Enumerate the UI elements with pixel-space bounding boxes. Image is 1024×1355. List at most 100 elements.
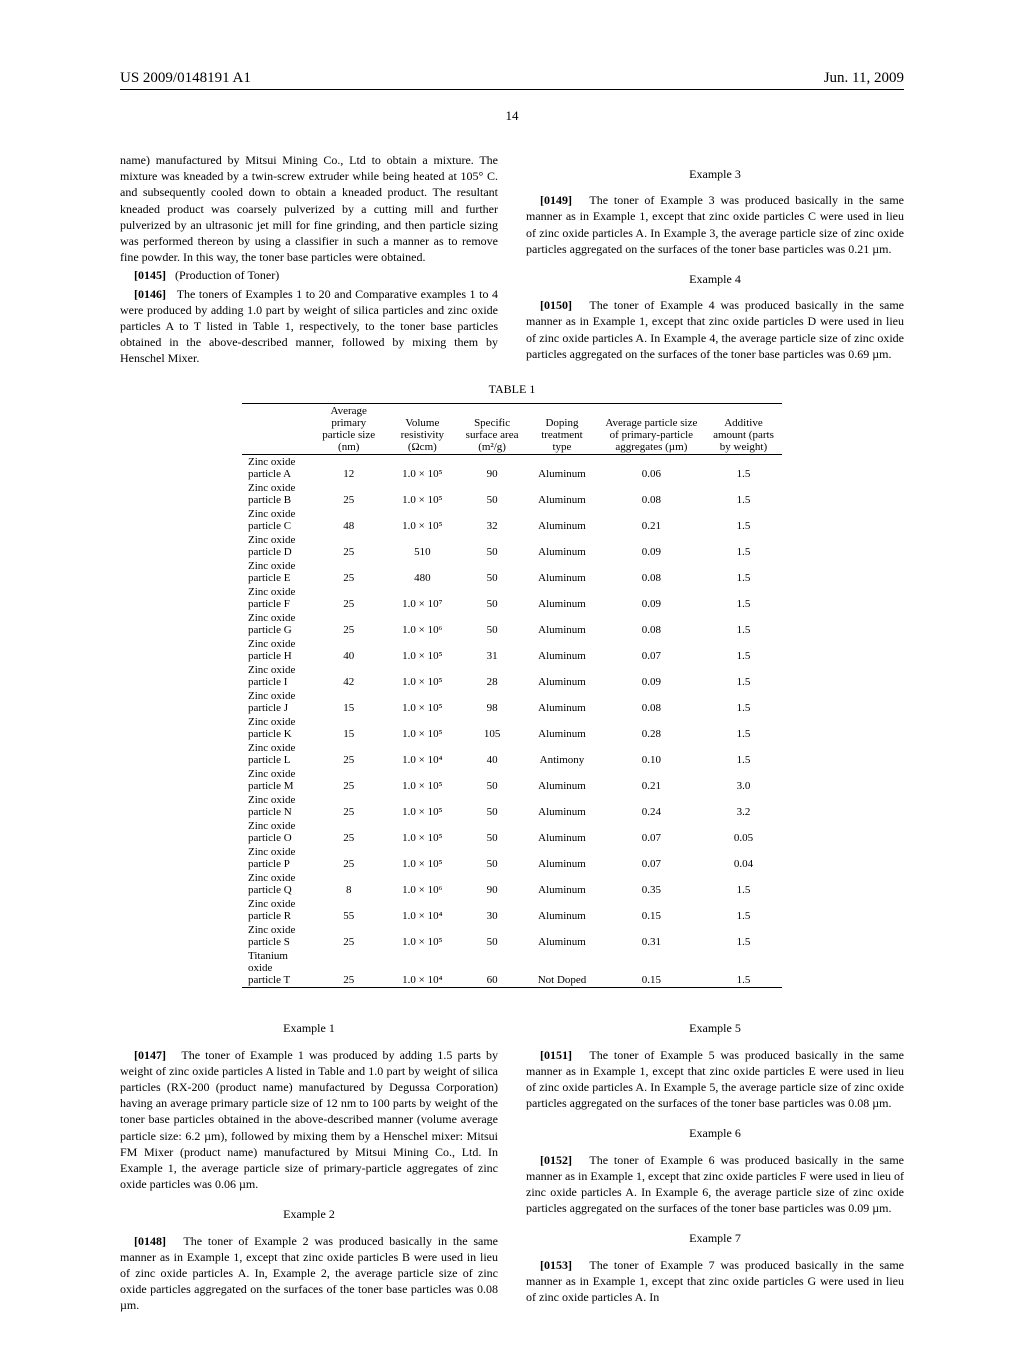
table-row: Zinc oxide particle E2548050Aluminum0.08… <box>242 559 782 585</box>
patent-page: US 2009/0148191 A1 Jun. 11, 2009 14 name… <box>0 0 1024 1355</box>
table-cell: Zinc oxide particle P <box>242 845 311 871</box>
table-cell: 48 <box>311 507 387 533</box>
table-row: Zinc oxide particle K151.0 × 10⁵105Alumi… <box>242 715 782 741</box>
table-cell: Zinc oxide particle H <box>242 637 311 663</box>
table-cell: 1.0 × 10⁵ <box>387 637 458 663</box>
table-cell: Antimony <box>526 741 598 767</box>
table-cell: 0.35 <box>598 871 705 897</box>
table-cell: 50 <box>458 585 526 611</box>
table-cell: 1.0 × 10⁴ <box>387 949 458 988</box>
example-2-heading: Example 2 <box>120 1206 498 1222</box>
table-1-title: TABLE 1 <box>120 382 904 397</box>
th-particle <box>242 404 311 455</box>
para-num-0149: [0149] <box>540 193 572 207</box>
table-1: Average primary particle size (nm) Volum… <box>242 403 782 988</box>
table-cell: 1.5 <box>705 949 782 988</box>
table-cell: 1.0 × 10⁶ <box>387 611 458 637</box>
para-0150-text: The toner of Example 4 was produced basi… <box>526 298 904 361</box>
table-cell: 0.08 <box>598 611 705 637</box>
table-cell: Zinc oxide particle A <box>242 455 311 482</box>
table-cell: 55 <box>311 897 387 923</box>
para-0146-text: The toners of Examples 1 to 20 and Compa… <box>120 287 498 366</box>
table-cell: 1.0 × 10⁵ <box>387 845 458 871</box>
table-cell: 50 <box>458 767 526 793</box>
page-number: 14 <box>120 108 904 124</box>
table-cell: Zinc oxide particle Q <box>242 871 311 897</box>
table-cell: 40 <box>311 637 387 663</box>
table-cell: 90 <box>458 455 526 482</box>
table-cell: 1.0 × 10⁵ <box>387 689 458 715</box>
table-row: Zinc oxide particle L251.0 × 10⁴40Antimo… <box>242 741 782 767</box>
table-cell: Zinc oxide particle R <box>242 897 311 923</box>
table-cell: 25 <box>311 611 387 637</box>
table-cell: Zinc oxide particle F <box>242 585 311 611</box>
table-cell: 50 <box>458 819 526 845</box>
table-cell: Aluminum <box>526 845 598 871</box>
table-cell: 0.24 <box>598 793 705 819</box>
table-cell: 25 <box>311 481 387 507</box>
table-cell: 3.2 <box>705 793 782 819</box>
table-cell: 3.0 <box>705 767 782 793</box>
table-cell: 50 <box>458 923 526 949</box>
table-cell: 1.0 × 10⁵ <box>387 455 458 482</box>
table-cell: Aluminum <box>526 507 598 533</box>
table-cell: 50 <box>458 793 526 819</box>
table-cell: 1.5 <box>705 481 782 507</box>
table-cell: Zinc oxide particle I <box>242 663 311 689</box>
para-num-0153: [0153] <box>540 1258 572 1272</box>
table-cell: 25 <box>311 819 387 845</box>
example-1-heading: Example 1 <box>120 1020 498 1036</box>
table-cell: 0.07 <box>598 845 705 871</box>
para-num-0150: [0150] <box>540 298 572 312</box>
table-cell: 25 <box>311 793 387 819</box>
para-0153-text: The toner of Example 7 was produced basi… <box>526 1258 904 1304</box>
table-cell: 1.5 <box>705 715 782 741</box>
table-row: Zinc oxide particle J151.0 × 10⁵98Alumin… <box>242 689 782 715</box>
top-left-column: name) manufactured by Mitsui Mining Co.,… <box>120 152 498 368</box>
table-cell: 31 <box>458 637 526 663</box>
th-additive: Additive amount (parts by weight) <box>705 404 782 455</box>
top-columns: name) manufactured by Mitsui Mining Co.,… <box>120 152 904 368</box>
table-row: Zinc oxide particle B251.0 × 10⁵50Alumin… <box>242 481 782 507</box>
table-cell: Aluminum <box>526 819 598 845</box>
table-row: Zinc oxide particle O251.0 × 10⁵50Alumin… <box>242 819 782 845</box>
table-cell: Zinc oxide particle K <box>242 715 311 741</box>
table-cell: 40 <box>458 741 526 767</box>
table-cell: Zinc oxide particle C <box>242 507 311 533</box>
para-0149-text: The toner of Example 3 was produced basi… <box>526 193 904 256</box>
table-cell: Aluminum <box>526 585 598 611</box>
table-1-head: Average primary particle size (nm) Volum… <box>242 404 782 455</box>
para-0151-text: The toner of Example 5 was produced basi… <box>526 1048 904 1111</box>
para-0147: [0147] The toner of Example 1 was produc… <box>120 1047 498 1193</box>
table-cell: 1.0 × 10⁵ <box>387 819 458 845</box>
bottom-left-column: Example 1 [0147] The toner of Example 1 … <box>120 1006 498 1315</box>
table-cell: 15 <box>311 715 387 741</box>
table-cell: 1.5 <box>705 923 782 949</box>
table-cell: Zinc oxide particle G <box>242 611 311 637</box>
para-0148-text: The toner of Example 2 was produced basi… <box>120 1234 498 1313</box>
table-row: Zinc oxide particle H401.0 × 10⁵31Alumin… <box>242 637 782 663</box>
para-0149: [0149] The toner of Example 3 was produc… <box>526 192 904 257</box>
table-cell: 1.0 × 10⁵ <box>387 507 458 533</box>
table-cell: 25 <box>311 845 387 871</box>
table-cell: Zinc oxide particle N <box>242 793 311 819</box>
table-cell: 32 <box>458 507 526 533</box>
table-cell: 8 <box>311 871 387 897</box>
table-cell: Aluminum <box>526 715 598 741</box>
para-0153: [0153] The toner of Example 7 was produc… <box>526 1257 904 1306</box>
bottom-columns: Example 1 [0147] The toner of Example 1 … <box>120 1006 904 1315</box>
table-cell: 28 <box>458 663 526 689</box>
para-0152: [0152] The toner of Example 6 was produc… <box>526 1152 904 1217</box>
para-num-0146: [0146] <box>134 287 166 301</box>
table-cell: 510 <box>387 533 458 559</box>
table-cell: 1.5 <box>705 663 782 689</box>
th-aggregate-size: Average particle size of primary-particl… <box>598 404 705 455</box>
bottom-right-column: Example 5 [0151] The toner of Example 5 … <box>526 1006 904 1315</box>
table-cell: 90 <box>458 871 526 897</box>
table-cell: Zinc oxide particle O <box>242 819 311 845</box>
table-cell: 30 <box>458 897 526 923</box>
table-cell: Zinc oxide particle M <box>242 767 311 793</box>
table-cell: 1.0 × 10⁵ <box>387 715 458 741</box>
table-cell: Aluminum <box>526 481 598 507</box>
table-cell: 0.08 <box>598 689 705 715</box>
